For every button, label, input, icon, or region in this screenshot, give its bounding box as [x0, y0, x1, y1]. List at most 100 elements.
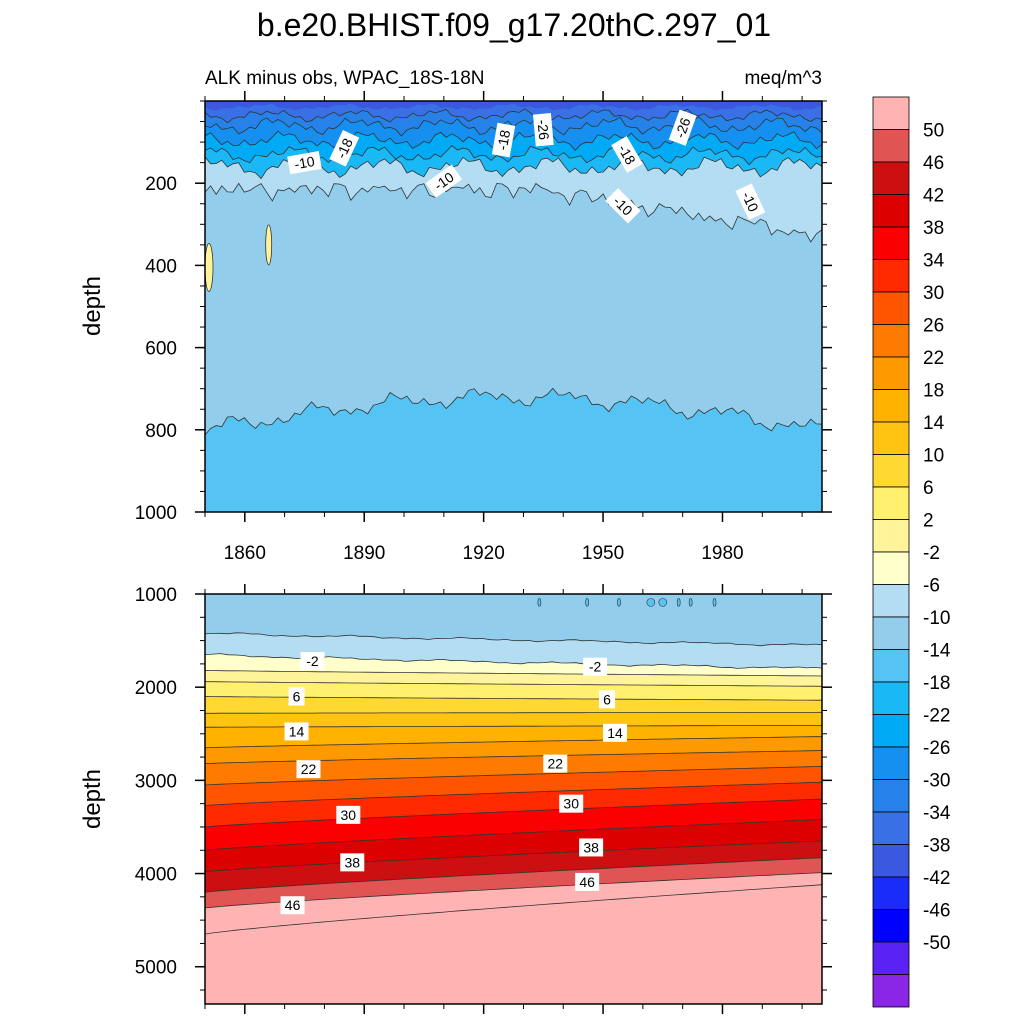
colorbar-label: -26: [923, 738, 950, 759]
colorbar-swatch: [872, 746, 910, 780]
chart-title: b.e20.BHIST.f09_g17.20thC.297_01: [257, 7, 771, 43]
colorbar-label: -42: [923, 868, 950, 889]
contour-label: 46: [280, 896, 305, 915]
colorbar-swatch: [872, 811, 910, 845]
contour-label-text: 6: [603, 691, 611, 707]
contour-label-text: 14: [607, 725, 623, 741]
lower-anomaly-patch: [537, 598, 542, 607]
contour-label: 14: [603, 723, 628, 742]
y-tick-label: 1000: [135, 585, 177, 606]
colorbar-swatch: [872, 421, 910, 455]
contour-label-text: -26: [535, 119, 553, 141]
upper-anomaly-patch: [205, 243, 214, 292]
lower-y-axis-label: depth: [79, 769, 106, 829]
lower-plot-frame: [204, 593, 823, 1005]
colorbar-swatch: [872, 356, 910, 390]
lower-anomaly-patch: [617, 598, 621, 607]
lower-anomaly-patch: [646, 598, 656, 607]
colorbar-swatch: [872, 519, 910, 553]
y-tick-label: 600: [145, 339, 177, 360]
lower-anomaly-patch: [658, 598, 668, 607]
contour-label-text: -2: [306, 653, 319, 669]
upper-y-axis-label: depth: [79, 276, 106, 336]
lower-anomaly-patch: [676, 598, 681, 607]
colorbar-label: 34: [923, 251, 945, 272]
x-tick-label: 1980: [701, 543, 743, 564]
contour-label: -2: [583, 657, 608, 676]
colorbar-swatch: [872, 844, 910, 878]
contour-label-text: -18: [494, 128, 513, 151]
colorbar-swatch: [872, 616, 910, 650]
colorbar-swatch: [872, 226, 910, 260]
colorbar: 50 46 42 38 34 30 26 22 18 14 10 6 2 -2 -6 -10 -14 -18 -22…: [872, 96, 951, 1008]
colorbar-swatch: [872, 909, 910, 943]
contour-label: 30: [336, 805, 361, 824]
contour-label-text: -10: [739, 189, 762, 214]
contour-label: -10: [735, 183, 766, 220]
x-tick-label: 1890: [343, 543, 385, 564]
x-tick-label: 1920: [463, 543, 505, 564]
x-tick-label: 1950: [582, 543, 624, 564]
colorbar-label: 38: [923, 218, 944, 239]
colorbar-label: 50: [923, 121, 944, 142]
colorbar-swatch: [872, 974, 910, 1008]
chart-subtitle-right: meq/m^3: [744, 68, 822, 89]
colorbar-label: -10: [923, 608, 950, 629]
contour-label-text: 30: [341, 807, 357, 823]
colorbar-swatch: [872, 161, 910, 195]
contour-label-text: 22: [301, 761, 317, 777]
colorbar-swatch: [872, 714, 910, 748]
colorbar-label: -38: [923, 836, 950, 857]
contour-label: -18: [329, 129, 360, 167]
contour-label: 30: [559, 794, 584, 813]
contour-label-text: 30: [563, 796, 579, 812]
y-tick-label: 1000: [135, 503, 177, 524]
colorbar-label: 42: [923, 186, 944, 207]
colorbar-swatch: [872, 551, 910, 585]
contour-label: -26: [532, 113, 554, 147]
contour-label: 22: [543, 754, 568, 773]
colorbar-swatch: [872, 454, 910, 488]
y-tick-label: 200: [145, 174, 177, 195]
contour-label-text: 14: [289, 723, 305, 739]
contour-label: 6: [288, 687, 305, 706]
colorbar-label: -18: [923, 673, 950, 694]
lower-anomaly-patch: [688, 598, 693, 607]
colorbar-swatch: [872, 259, 910, 293]
colorbar-label: 30: [923, 283, 944, 304]
contour-label-text: 38: [344, 854, 360, 870]
contour-label: 14: [284, 722, 309, 741]
contour-label-text: -10: [293, 153, 316, 172]
y-tick-label: 3000: [135, 771, 177, 792]
colorbar-swatch: [872, 876, 910, 910]
colorbar-swatch: [872, 291, 910, 325]
lower-contour-band: [205, 884, 822, 1004]
upper-contour-band: [205, 101, 822, 111]
colorbar-label: 26: [923, 316, 944, 337]
colorbar-swatch: [872, 96, 910, 130]
y-tick-label: 5000: [135, 958, 177, 979]
colorbar-label: -2: [923, 543, 940, 564]
lower-anomaly-patch: [585, 598, 589, 607]
colorbar-label: -22: [923, 706, 950, 727]
y-tick-label: 400: [145, 256, 177, 277]
colorbar-swatch: [872, 486, 910, 520]
y-tick-label: 2000: [135, 678, 177, 699]
contour-label: -2: [300, 652, 325, 671]
colorbar-swatch: [872, 194, 910, 228]
contour-label: 38: [579, 838, 604, 857]
colorbar-label: -34: [923, 803, 951, 824]
contour-label: 46: [575, 872, 600, 891]
contour-label: 38: [340, 853, 365, 872]
colorbar-label: -6: [923, 576, 940, 597]
contour-label-text: 46: [579, 874, 595, 890]
colorbar-swatch: [872, 389, 910, 423]
colorbar-label: 14: [923, 413, 945, 434]
contour-label: 22: [296, 760, 321, 779]
contour-label-text: -26: [672, 115, 694, 140]
contour-label-text: -18: [333, 136, 356, 161]
contour-label: -26: [668, 109, 697, 146]
contour-label-text: 46: [285, 897, 301, 913]
y-tick-label: 4000: [135, 865, 177, 886]
